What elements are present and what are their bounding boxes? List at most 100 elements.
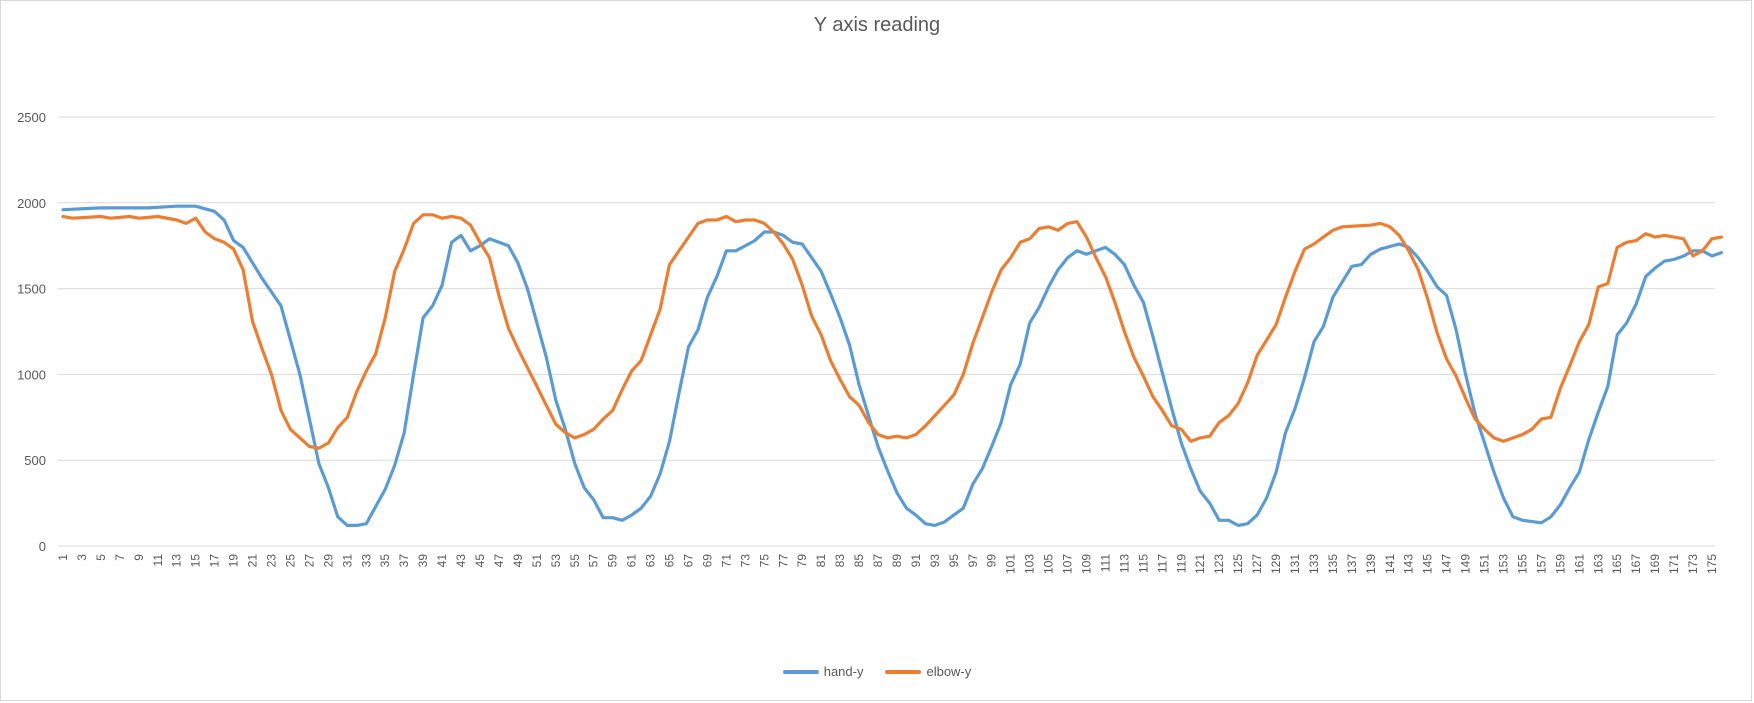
x-tick-label: 161 <box>1572 554 1586 574</box>
x-tick-label: 19 <box>227 554 241 568</box>
x-tick-label: 47 <box>492 554 506 568</box>
x-tick-label: 143 <box>1402 554 1416 574</box>
x-tick-label: 111 <box>1098 554 1112 573</box>
x-tick-label: 117 <box>1155 554 1169 573</box>
x-tick-label: 129 <box>1269 554 1283 574</box>
x-tick-label: 71 <box>719 554 733 568</box>
chart-title: Y axis reading <box>813 14 941 36</box>
x-tick-label: 57 <box>587 554 601 568</box>
legend: hand-y elbow-y <box>0 664 1754 679</box>
x-tick-label: 59 <box>606 554 620 568</box>
x-tick-label: 83 <box>833 554 847 568</box>
x-tick-label: 137 <box>1345 554 1359 574</box>
series-lines <box>61 204 1724 528</box>
series-line-hand-y <box>61 204 1724 528</box>
x-tick-label: 151 <box>1478 554 1492 574</box>
x-tick-label: 157 <box>1534 554 1548 574</box>
x-tick-label: 67 <box>681 554 695 568</box>
x-tick-label: 5 <box>94 554 108 561</box>
x-tick-label: 63 <box>644 554 658 568</box>
y-tick-label: 1500 <box>17 282 46 297</box>
grid-lines <box>58 116 1715 547</box>
x-tick-label: 13 <box>170 554 184 568</box>
y-tick-label: 0 <box>39 539 46 554</box>
x-axis-ticks: 1 3 5 7 9 11 13 15 17 19 21 23 25 27 29 31 33 35 37 39 41 43 4… <box>56 554 1719 574</box>
x-tick-label: 175 <box>1705 554 1719 574</box>
x-tick-label: 123 <box>1212 554 1226 574</box>
x-tick-label: 27 <box>302 554 316 568</box>
x-tick-label: 33 <box>359 554 373 568</box>
x-tick-label: 31 <box>340 554 354 568</box>
x-tick-label: 149 <box>1459 554 1473 574</box>
x-tick-label: 61 <box>625 554 639 568</box>
y-tick-label: 2500 <box>17 110 46 125</box>
x-tick-label: 139 <box>1364 554 1378 574</box>
x-tick-label: 75 <box>757 554 771 568</box>
x-tick-label: 171 <box>1667 554 1681 574</box>
x-tick-label: 91 <box>909 554 923 568</box>
legend-item-hand-y: hand-y <box>782 664 864 679</box>
x-tick-label: 121 <box>1193 554 1207 574</box>
legend-label-hand-y: hand-y <box>823 664 864 679</box>
x-tick-label: 103 <box>1023 554 1037 574</box>
y-tick-label: 500 <box>24 453 46 468</box>
x-tick-label: 25 <box>283 554 297 568</box>
x-tick-label: 119 <box>1174 554 1188 573</box>
legend-swatch-elbow-y <box>885 669 922 674</box>
x-tick-label: 147 <box>1440 554 1454 574</box>
x-tick-label: 79 <box>795 554 809 568</box>
x-tick-label: 107 <box>1061 554 1075 574</box>
x-tick-label: 77 <box>776 554 790 568</box>
legend-swatch-hand-y <box>782 669 819 674</box>
x-tick-label: 125 <box>1231 554 1245 574</box>
x-tick-label: 29 <box>321 554 335 568</box>
x-tick-label: 169 <box>1648 554 1662 574</box>
x-tick-label: 99 <box>985 554 999 568</box>
x-tick-label: 35 <box>378 554 392 568</box>
x-tick-label: 37 <box>397 554 411 568</box>
x-tick-label: 165 <box>1610 554 1624 574</box>
y-axis-ticks: 0 500 1000 1500 2000 2500 <box>17 110 46 554</box>
x-tick-label: 85 <box>852 554 866 568</box>
legend-item-elbow-y: elbow-y <box>885 664 971 679</box>
x-tick-label: 11 <box>151 554 165 567</box>
x-tick-label: 7 <box>113 554 127 561</box>
x-tick-label: 113 <box>1117 554 1131 573</box>
x-tick-label: 159 <box>1553 554 1567 574</box>
x-tick-label: 9 <box>132 554 146 561</box>
x-tick-label: 45 <box>473 554 487 568</box>
x-tick-label: 65 <box>663 554 677 568</box>
x-tick-label: 163 <box>1591 554 1605 574</box>
x-tick-label: 39 <box>416 554 430 568</box>
x-tick-label: 73 <box>738 554 752 568</box>
x-tick-label: 141 <box>1383 554 1397 574</box>
x-tick-label: 153 <box>1497 554 1511 574</box>
x-tick-label: 133 <box>1307 554 1321 574</box>
x-tick-label: 53 <box>549 554 563 568</box>
x-tick-label: 89 <box>890 554 904 568</box>
x-tick-label: 17 <box>208 554 222 568</box>
x-tick-label: 23 <box>264 554 278 568</box>
x-tick-label: 41 <box>435 554 449 568</box>
x-tick-label: 43 <box>454 554 468 568</box>
y-tick-label: 1000 <box>17 367 46 382</box>
x-tick-label: 1 <box>56 554 70 561</box>
x-tick-label: 51 <box>530 554 544 568</box>
x-tick-label: 95 <box>947 554 961 568</box>
y-tick-label: 2000 <box>17 196 46 211</box>
x-tick-label: 173 <box>1686 554 1700 574</box>
x-tick-label: 97 <box>966 554 980 568</box>
x-tick-label: 93 <box>928 554 942 568</box>
x-tick-label: 127 <box>1250 554 1264 574</box>
x-tick-label: 15 <box>189 554 203 568</box>
x-tick-label: 145 <box>1421 554 1435 574</box>
x-tick-label: 105 <box>1042 554 1056 574</box>
legend-label-elbow-y: elbow-y <box>926 664 972 679</box>
x-tick-label: 109 <box>1080 554 1094 574</box>
x-tick-label: 135 <box>1326 554 1340 574</box>
x-tick-label: 69 <box>700 554 714 568</box>
x-tick-label: 49 <box>511 554 525 568</box>
x-tick-label: 87 <box>871 554 885 568</box>
x-tick-label: 131 <box>1288 554 1302 574</box>
